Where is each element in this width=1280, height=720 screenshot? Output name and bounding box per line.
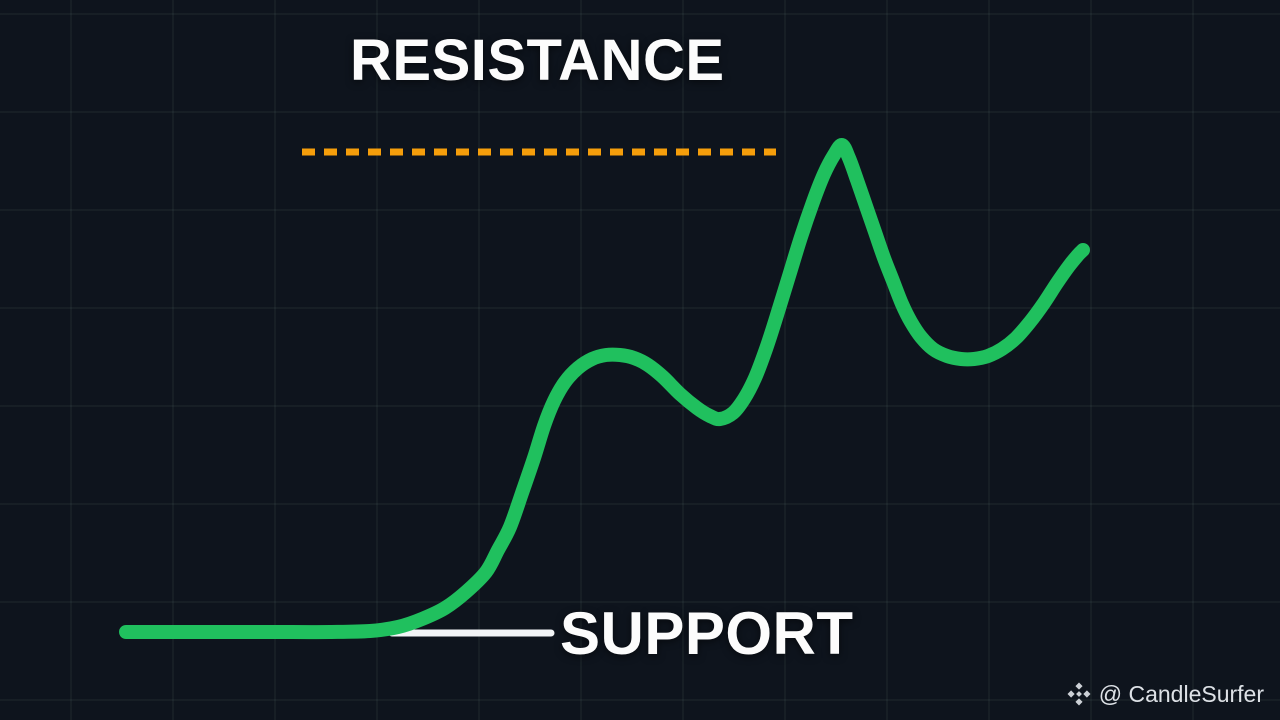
watermark-handle: @ CandleSurfer <box>1098 680 1264 707</box>
resistance-label: RESISTANCE <box>350 28 725 93</box>
binance-diamond-icon <box>1066 681 1092 707</box>
price-curve <box>119 138 1090 640</box>
support-label: SUPPORT <box>560 600 854 667</box>
watermark: @ CandleSurfer <box>1066 681 1264 707</box>
